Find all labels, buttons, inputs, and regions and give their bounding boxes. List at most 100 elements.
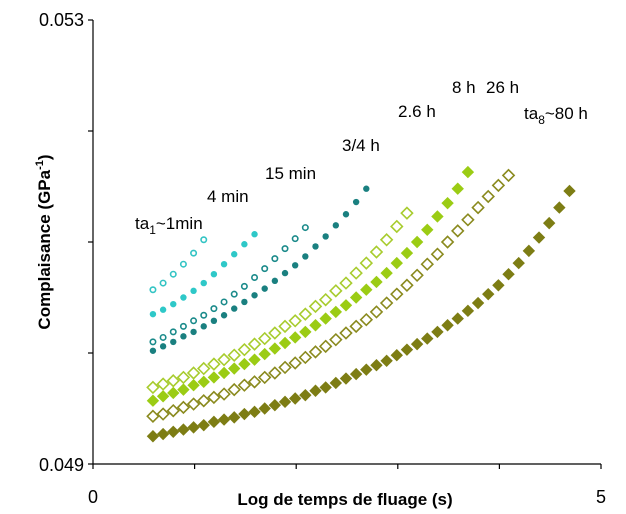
data-point [200, 311, 208, 319]
data-point [149, 338, 157, 346]
data-point [349, 266, 363, 280]
data-point [491, 178, 506, 193]
series-label-8-end: ~80 h [545, 104, 588, 123]
minor-ticks [88, 130, 500, 469]
data-point [298, 307, 313, 321]
data-point [228, 362, 241, 375]
data-point [441, 319, 454, 332]
data-point [237, 378, 252, 392]
data-point [149, 310, 157, 318]
data-point [227, 382, 241, 397]
data-point [207, 371, 221, 384]
data-point [179, 322, 187, 330]
data-point [319, 381, 332, 394]
data-point [210, 270, 218, 278]
y-axis-title-end: ) [35, 154, 54, 160]
data-point [363, 185, 370, 192]
data-point [301, 224, 309, 232]
data-point [360, 363, 373, 376]
data-point [359, 312, 374, 327]
axes [88, 19, 602, 469]
data-point [329, 376, 343, 390]
data-point [159, 279, 167, 287]
series-label-1-sub: 1 [149, 223, 156, 237]
series-label-6: 8 h [452, 78, 476, 97]
data-point [369, 245, 384, 259]
data-point [380, 266, 393, 280]
data-point [431, 210, 444, 223]
data-point [197, 375, 210, 389]
data-point [410, 268, 424, 283]
data-point [190, 249, 198, 257]
series-1 [149, 236, 208, 294]
data-point [352, 198, 360, 206]
data-point [261, 265, 269, 273]
data-point [400, 246, 414, 260]
data-point [156, 427, 170, 441]
y-axis-title-sup: -1 [34, 160, 46, 170]
data-point [217, 352, 231, 367]
data-point [278, 395, 292, 409]
data-point [471, 296, 485, 310]
data-point [329, 332, 343, 347]
data-point [240, 282, 248, 290]
data-point [281, 245, 289, 253]
data-point [217, 387, 231, 401]
data-point [421, 332, 434, 345]
series-5 [146, 206, 414, 395]
data-point [329, 305, 343, 319]
data-point [390, 219, 404, 234]
data-point [187, 378, 200, 392]
series-label-1: ta1~1min [135, 214, 203, 237]
data-point [360, 283, 373, 296]
data-point [410, 235, 424, 249]
data-point [430, 247, 445, 261]
data-point [248, 353, 261, 366]
data-point [299, 388, 312, 402]
data-point [238, 357, 251, 371]
data-point [471, 200, 485, 215]
data-point [231, 251, 238, 258]
data-point [390, 256, 403, 270]
data-point [247, 337, 262, 351]
data-point [177, 423, 190, 436]
data-point [258, 347, 271, 361]
data-point [370, 275, 383, 289]
data-point [542, 216, 556, 230]
data-point [227, 348, 241, 362]
data-point [190, 328, 197, 336]
data-point [329, 284, 343, 298]
data-point [410, 337, 424, 351]
data-point [461, 213, 475, 227]
data-point [177, 383, 190, 396]
data-point [369, 305, 384, 319]
data-point [186, 397, 201, 411]
data-point [207, 390, 221, 405]
data-point [217, 413, 231, 426]
data-point [532, 231, 546, 244]
data-point [563, 184, 576, 198]
data-point [180, 294, 187, 301]
y-tick-label-top: 0.053 [39, 10, 84, 30]
data-point [200, 236, 208, 244]
data-point [176, 400, 191, 415]
data-point [309, 319, 322, 332]
data-point [146, 430, 160, 443]
data-point [349, 291, 363, 304]
data-point [461, 304, 475, 318]
data-point [200, 323, 207, 330]
data-point [210, 317, 218, 325]
data-point [159, 343, 167, 350]
data-point [166, 403, 180, 418]
data-point [220, 312, 228, 319]
data-point [278, 336, 292, 350]
data-point [146, 394, 160, 407]
data-point [431, 325, 444, 339]
data-point [238, 407, 251, 421]
data-point [451, 224, 465, 238]
data-point [298, 350, 313, 365]
series-label-4: 3/4 h [342, 136, 380, 155]
data-point [379, 233, 394, 247]
series-6 [146, 165, 475, 407]
data-point [197, 418, 210, 432]
